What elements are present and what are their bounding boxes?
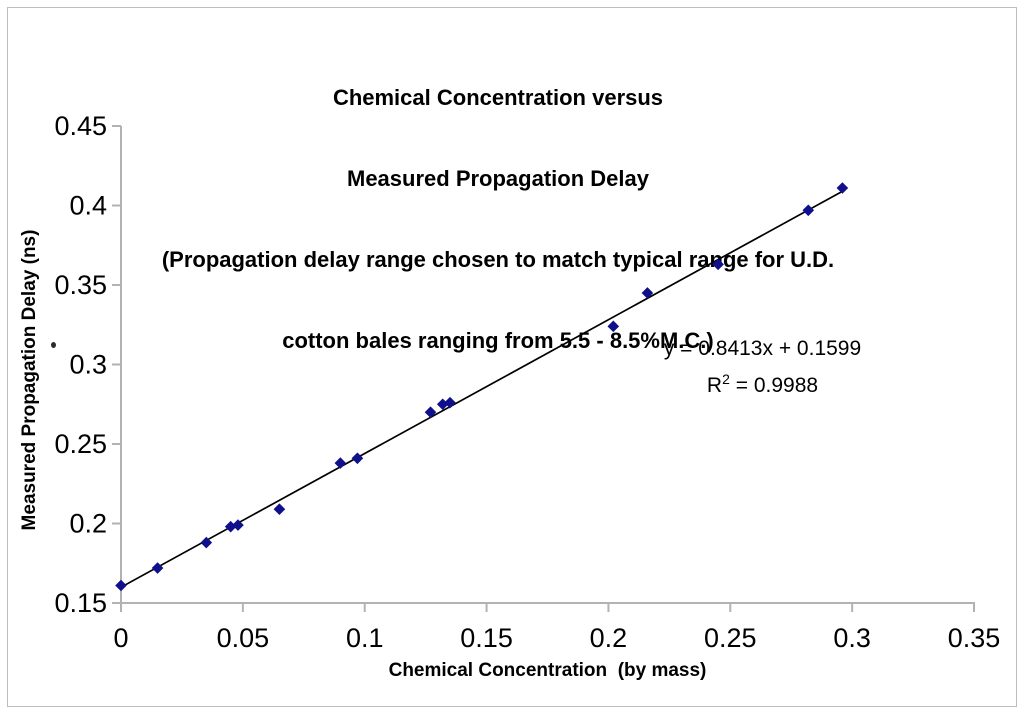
chart-title-line-4: cotton bales ranging from 5.5 - 8.5%M.C.…	[282, 328, 714, 353]
y-tick-label: 0.3	[69, 350, 107, 380]
x-tick-label: 0.35	[948, 623, 1001, 653]
y-tick-label: 0.15	[54, 588, 107, 618]
data-point	[641, 287, 654, 299]
data-point	[151, 562, 164, 574]
y-tick-label: 0.25	[54, 429, 107, 459]
data-point	[200, 536, 213, 549]
x-tick-label: 0.05	[217, 623, 270, 653]
data-point	[351, 452, 364, 465]
y-tick-label: 0.45	[54, 111, 107, 141]
r-squared-base: R	[706, 374, 723, 397]
chart-title-line-1: Chemical Concentration versus	[332, 85, 664, 110]
x-tick-label: 0.15	[460, 623, 513, 653]
y-tick-label: 0.2	[69, 509, 107, 539]
trendline-equation: y = 0.8413x + 0.1599 R2 = 0.9988	[600, 333, 925, 401]
chart-title-line-2: Measured Propagation Delay	[347, 166, 649, 191]
x-tick-label: 0.2	[590, 623, 628, 653]
chart-title: Chemical Concentration versus Measured P…	[0, 30, 996, 408]
stray-dot-artifact	[51, 342, 56, 348]
trendline	[120, 191, 842, 589]
x-tick-label: 0.25	[704, 623, 757, 653]
x-tick-label: 0	[113, 623, 128, 653]
data-point	[444, 396, 456, 409]
r-squared-exponent: 2	[722, 371, 730, 387]
data-point	[607, 320, 620, 333]
y-tick-label: 0.35	[54, 270, 107, 300]
y-tick-label: 0.4	[69, 191, 107, 221]
x-tick-label: 0.3	[833, 623, 871, 653]
x-tick-label: 0.1	[346, 623, 384, 653]
data-point	[712, 258, 724, 271]
data-point	[436, 398, 449, 411]
data-point	[802, 204, 815, 217]
data-point	[836, 182, 849, 194]
r-squared-value: = 0.9988	[729, 374, 819, 397]
data-point	[424, 406, 437, 418]
x-axis-title: Chemical Concentration (by mass)	[388, 660, 707, 681]
data-point	[115, 579, 127, 592]
data-point	[334, 457, 347, 469]
r-squared-line: R2 = 0.9988	[600, 364, 925, 401]
equation-line: y = 0.8413x + 0.1599	[663, 337, 862, 360]
data-point	[232, 519, 244, 531]
data-point	[273, 503, 286, 515]
